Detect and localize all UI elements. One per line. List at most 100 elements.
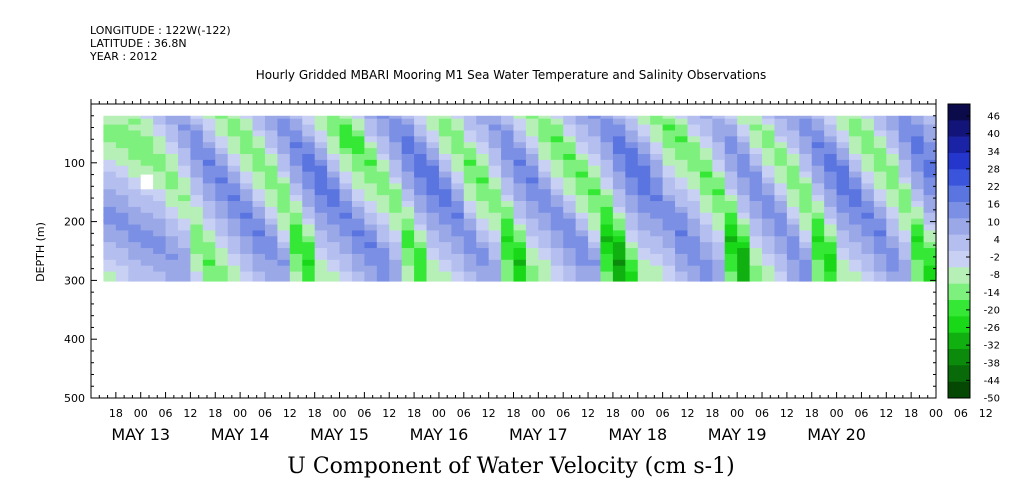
heatmap-cell (438, 201, 452, 212)
heatmap-cell (687, 242, 701, 253)
heatmap-cell (699, 195, 713, 206)
heatmap-cell (898, 136, 912, 147)
heatmap-cell (252, 201, 266, 212)
heatmap-cell (339, 253, 353, 264)
heatmap-cell (414, 183, 428, 194)
heatmap-cell (463, 148, 477, 159)
heatmap-cell (600, 118, 614, 129)
heatmap-cell (612, 224, 626, 235)
heatmap-cell (786, 236, 800, 247)
heatmap-cell (202, 242, 216, 253)
heatmap-cell (911, 159, 925, 170)
heatmap-cell (190, 118, 204, 129)
heatmap-cell (712, 171, 726, 182)
heatmap-cell (177, 195, 192, 206)
heatmap-cell (115, 171, 129, 182)
heatmap-cell (712, 159, 726, 170)
heatmap-cell (538, 171, 552, 182)
heatmap-cell (153, 248, 167, 259)
heatmap-cell (314, 183, 328, 194)
heatmap-cell (824, 206, 838, 217)
heatmap-cell (351, 130, 365, 141)
heatmap-cell (115, 165, 129, 176)
heatmap-cell (625, 248, 639, 259)
heatmap-cell (240, 118, 254, 129)
x-hour-label: 00 (333, 407, 347, 420)
heatmap-cell (463, 230, 477, 241)
heatmap-cell (202, 171, 216, 182)
heatmap-cell (240, 159, 254, 170)
heatmap-cell (861, 259, 875, 270)
heatmap-cell (302, 153, 316, 164)
heatmap-cell (339, 242, 353, 253)
heatmap-cell (202, 271, 216, 282)
heatmap-cell (675, 224, 689, 235)
heatmap-cell (911, 142, 925, 153)
y-tick-label: 100 (64, 157, 85, 170)
heatmap-cell (873, 118, 887, 129)
heatmap-cell (774, 201, 788, 212)
heatmap-cell (724, 142, 738, 153)
heatmap-cell (165, 118, 179, 129)
heatmap-cell (401, 118, 415, 129)
heatmap-cell (215, 171, 229, 182)
heatmap-cell (861, 230, 875, 241)
x-day-label: MAY 20 (807, 425, 866, 444)
heatmap-cell (202, 130, 216, 141)
heatmap-cell (190, 195, 204, 206)
heatmap-cell (749, 136, 763, 147)
heatmap-cell (476, 177, 490, 188)
heatmap-cell (873, 183, 887, 194)
heatmap-cell (115, 153, 129, 164)
heatmap-cell (401, 130, 415, 141)
heatmap-cell (811, 118, 825, 129)
heatmap-cell (737, 165, 751, 176)
heatmap-cell (476, 165, 490, 176)
heatmap-cell (327, 265, 341, 276)
heatmap-cell (786, 153, 800, 164)
heatmap-cell (712, 153, 726, 164)
heatmap-cell (724, 130, 738, 141)
heatmap-cell (799, 165, 813, 176)
heatmap-cell (501, 177, 515, 188)
y-tick-label: 500 (64, 392, 85, 405)
heatmap-cell (426, 189, 440, 200)
heatmap-cell (376, 224, 390, 235)
heatmap-cell (662, 189, 676, 200)
heatmap-cell (351, 242, 365, 253)
heatmap-cell (513, 195, 527, 206)
heatmap-cell (463, 206, 477, 217)
x-hour-label: 06 (656, 407, 670, 420)
heatmap-cell (339, 183, 353, 194)
heatmap-cell (774, 130, 788, 141)
heatmap-cell (302, 177, 316, 188)
heatmap-cell (588, 242, 602, 253)
heatmap-cell (103, 189, 117, 200)
heatmap-cell (451, 230, 465, 241)
heatmap-cell (277, 195, 291, 206)
heatmap-cell (873, 271, 887, 282)
heatmap-cell (289, 177, 303, 188)
heatmap-cell (687, 118, 701, 129)
heatmap-cell (724, 206, 738, 217)
heatmap-cell (438, 212, 452, 223)
heatmap-cell (637, 165, 651, 176)
heatmap-cell (215, 218, 229, 229)
heatmap-cell (128, 212, 142, 223)
heatmap-cell (873, 171, 887, 182)
heatmap-cell (165, 201, 179, 212)
heatmap-cell (438, 236, 452, 247)
heatmap-cell (227, 253, 241, 264)
heatmap-cell (115, 265, 129, 276)
heatmap-cell (563, 189, 577, 200)
heatmap-cell (861, 271, 875, 282)
heatmap-cell (190, 271, 204, 282)
heatmap-cell (438, 130, 452, 141)
heatmap-cell (687, 218, 701, 229)
heatmap-cell (675, 153, 689, 164)
heatmap-cell (376, 218, 390, 229)
heatmap-cell (252, 218, 266, 229)
heatmap-cell (799, 259, 813, 270)
heatmap-cell (277, 124, 291, 135)
heatmap-cell (401, 153, 415, 164)
